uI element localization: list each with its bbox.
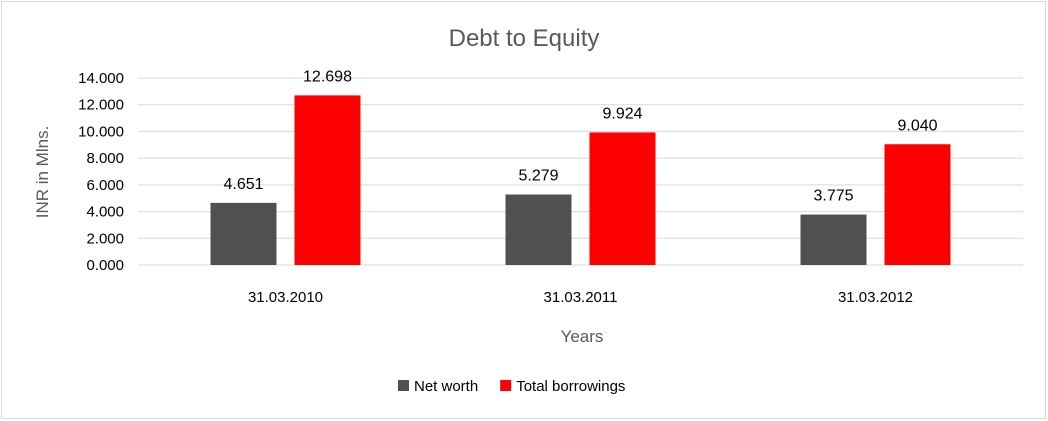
bar-net-worth xyxy=(210,202,277,265)
bar-net-worth xyxy=(800,214,867,265)
x-axis-title: Years xyxy=(561,327,604,346)
y-tick-label: 10.000 xyxy=(78,123,124,140)
bar-total-borrowings xyxy=(294,95,361,266)
data-label: 3.775 xyxy=(813,188,853,205)
y-tick-label: 0.000 xyxy=(86,257,124,274)
gridlines xyxy=(138,77,1023,266)
legend-swatch xyxy=(500,380,512,391)
legend: Net worth Total borrowings xyxy=(398,378,625,395)
y-axis-ticks: 0.000 2.000 4.000 6.000 8.000 10.000 12.000 14.… xyxy=(78,70,124,274)
y-tick-label: 4.000 xyxy=(86,204,124,221)
legend-swatch xyxy=(398,380,409,391)
x-category-label: 31.03.2011 xyxy=(544,289,618,306)
chart-title: Debt to Equity xyxy=(449,25,600,52)
bars xyxy=(210,95,951,266)
y-tick-label: 8.000 xyxy=(86,150,124,167)
bar-net-worth xyxy=(505,194,572,265)
data-label: 9.040 xyxy=(897,117,937,134)
legend-label: Net worth xyxy=(414,378,478,395)
y-axis-title: INR in Mlns. xyxy=(33,126,52,219)
x-category-label: 31.03.2010 xyxy=(248,289,323,306)
legend-label: Total borrowings xyxy=(516,378,625,395)
bar-total-borrowings xyxy=(589,132,656,265)
y-tick-label: 6.000 xyxy=(86,177,124,194)
data-labels: 4.651 12.698 5.279 9.924 3.775 9.040 xyxy=(223,68,937,204)
data-label: 4.651 xyxy=(223,176,263,193)
y-tick-label: 14.000 xyxy=(78,70,124,87)
y-tick-label: 2.000 xyxy=(86,230,124,247)
bar-total-borrowings xyxy=(884,144,951,265)
x-axis-categories: 31.03.2010 31.03.2011 31.03.2012 xyxy=(248,289,913,306)
x-category-label: 31.03.2012 xyxy=(838,289,913,306)
data-label: 5.279 xyxy=(518,167,558,184)
data-label: 9.924 xyxy=(602,105,642,122)
y-tick-label: 12.000 xyxy=(78,97,124,114)
data-label: 12.698 xyxy=(303,68,352,85)
